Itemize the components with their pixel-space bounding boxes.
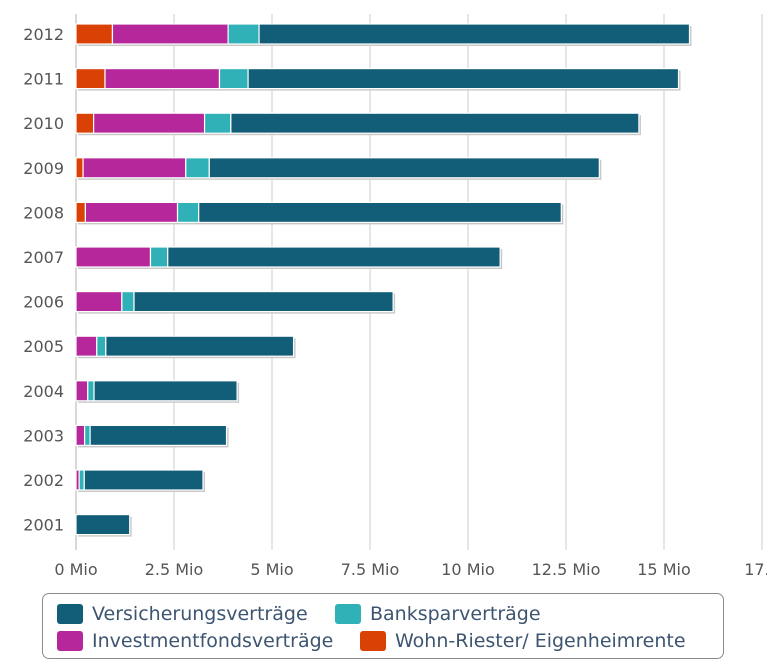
x-tick-label: 15 Mio <box>637 560 690 579</box>
bar-segment <box>75 23 114 45</box>
bar-segment <box>89 424 228 446</box>
bar-segment <box>218 67 249 90</box>
y-tick-label: 2007 <box>23 248 64 267</box>
bar-segment <box>83 469 204 491</box>
y-tick-label: 2010 <box>23 114 64 133</box>
bar-segment <box>227 23 260 45</box>
bar-segment <box>176 201 200 223</box>
legend-item-bankspar[interactable]: Banksparverträge <box>335 603 541 625</box>
y-tick-label: 2003 <box>23 426 64 445</box>
bar-segment <box>208 157 600 179</box>
bar-segment <box>75 201 87 223</box>
bar-segment <box>75 513 131 536</box>
y-tick-label: 2004 <box>23 382 64 401</box>
y-tick-label: 2012 <box>23 25 64 44</box>
x-tick-label: 10 Mio <box>441 560 494 579</box>
bar-segment <box>111 23 229 45</box>
bar-segment <box>75 380 89 402</box>
y-tick-label: 2008 <box>23 203 64 222</box>
bar-segment <box>75 112 95 134</box>
bar-segment <box>78 469 85 491</box>
x-tick-label: 5 Mio <box>250 560 293 579</box>
bar-segment <box>84 424 91 446</box>
legend-label: Banksparverträge <box>370 603 541 625</box>
bar-segment <box>258 23 691 45</box>
legend-label: Investmentfondsverträge <box>92 630 334 652</box>
bar-segment <box>82 157 187 179</box>
bar-segment <box>133 291 394 313</box>
legend-item-wohn-riester[interactable]: Wohn-Riester/ Eigenheimrente <box>360 630 686 652</box>
bar-segment <box>203 112 232 134</box>
bar-segment <box>93 112 206 134</box>
bar-segment <box>96 335 107 357</box>
bar-segment <box>75 157 84 179</box>
x-tick-label: 0 Mio <box>54 560 97 579</box>
bar-segment <box>104 67 221 90</box>
x-tick-label: 7.5 Mio <box>341 560 400 579</box>
bar-segment <box>149 246 169 268</box>
legend-swatch <box>335 604 361 624</box>
legend-swatch <box>360 631 386 651</box>
bar-segment <box>185 157 210 179</box>
bar-segment <box>75 246 152 268</box>
legend-label: Wohn-Riester/ Eigenheimrente <box>395 630 686 652</box>
y-tick-label: 2006 <box>23 293 64 312</box>
x-tick-label: 2.5 Mio <box>145 560 204 579</box>
y-tick-label: 2009 <box>23 159 64 178</box>
bar-segment <box>93 380 238 402</box>
legend-item-versicherung[interactable]: Versicherungsverträge <box>57 603 308 625</box>
bar-segment <box>75 335 98 357</box>
legend-swatch <box>57 631 83 651</box>
bar-segment <box>75 67 106 90</box>
legend-label: Versicherungsverträge <box>92 603 308 625</box>
bar-segment <box>75 424 86 446</box>
y-tick-label: 2011 <box>23 70 64 89</box>
y-tick-label: 2005 <box>23 337 64 356</box>
y-tick-label: 2001 <box>23 516 64 535</box>
bar-segment <box>105 335 295 357</box>
bar-segment <box>121 291 135 313</box>
y-tick-label: 2002 <box>23 471 64 490</box>
legend-swatch <box>57 604 83 624</box>
bar-segment <box>198 201 562 223</box>
bar-segment <box>167 246 501 268</box>
bar-segment <box>230 112 640 134</box>
plot-area <box>76 14 767 550</box>
bar-chart: 0 Mio 2.5 Mio 5 Mio 7.5 Mio 10 Mio 12.5 Mio 15… <box>23 14 767 579</box>
x-tick-label: 12.5 Mio <box>532 560 601 579</box>
bar-segment <box>84 201 179 223</box>
bar-segment <box>87 380 95 402</box>
x-tick-label: 17.5 <box>744 560 767 579</box>
legend: Versicherungsverträge Banksparverträge I… <box>42 593 724 659</box>
bar-segment <box>247 67 680 90</box>
bar-segment <box>75 291 123 313</box>
legend-item-investment[interactable]: Investmentfondsverträge <box>57 630 333 652</box>
